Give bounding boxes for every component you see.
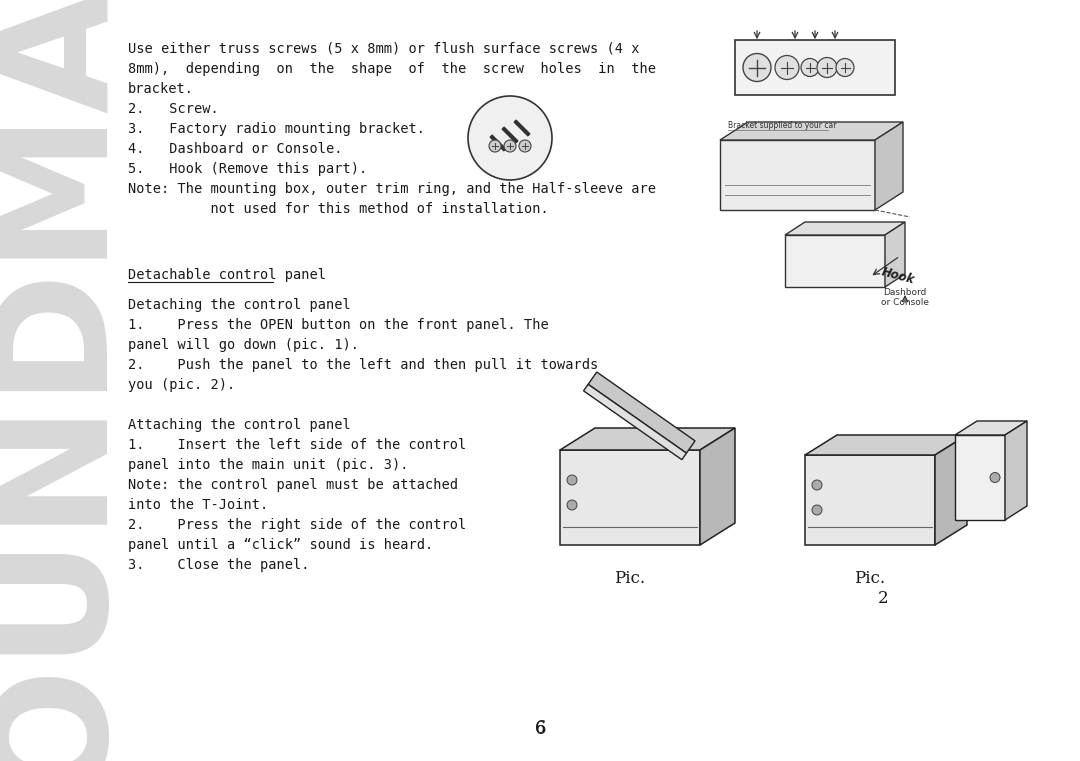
Polygon shape bbox=[720, 140, 875, 210]
Polygon shape bbox=[805, 455, 935, 545]
Polygon shape bbox=[955, 435, 1005, 520]
Text: 2.   Screw.: 2. Screw. bbox=[129, 102, 219, 116]
Circle shape bbox=[504, 140, 516, 152]
Text: Attaching the control panel: Attaching the control panel bbox=[129, 418, 351, 432]
Circle shape bbox=[567, 500, 577, 510]
FancyBboxPatch shape bbox=[735, 40, 895, 95]
Text: 1.    Press the OPEN button on the front panel. The: 1. Press the OPEN button on the front pa… bbox=[129, 318, 549, 332]
Text: panel until a “click” sound is heard.: panel until a “click” sound is heard. bbox=[129, 538, 433, 552]
Text: 6: 6 bbox=[535, 720, 545, 737]
Polygon shape bbox=[885, 222, 905, 287]
Text: Note: The mounting box, outer trim ring, and the Half-sleeve are: Note: The mounting box, outer trim ring,… bbox=[129, 182, 656, 196]
Text: 4.   Dashboard or Console.: 4. Dashboard or Console. bbox=[129, 142, 342, 156]
Text: Use either truss screws (5 x 8mm) or flush surface screws (4 x: Use either truss screws (5 x 8mm) or flu… bbox=[129, 42, 639, 56]
Text: SOUNDMAX: SOUNDMAX bbox=[0, 0, 130, 761]
Text: Detachable control panel: Detachable control panel bbox=[129, 268, 326, 282]
Text: Pic.: Pic. bbox=[615, 570, 646, 587]
Text: panel will go down (pic. 1).: panel will go down (pic. 1). bbox=[129, 338, 359, 352]
Text: bracket.: bracket. bbox=[129, 82, 194, 96]
Polygon shape bbox=[805, 435, 967, 455]
Polygon shape bbox=[589, 372, 696, 453]
Text: you (pic. 2).: you (pic. 2). bbox=[129, 378, 235, 392]
Text: Pic.: Pic. bbox=[854, 570, 886, 587]
Polygon shape bbox=[955, 421, 1027, 435]
Circle shape bbox=[801, 59, 819, 77]
Circle shape bbox=[812, 480, 822, 490]
Text: 8mm),  depending  on  the  shape  of  the  screw  holes  in  the: 8mm), depending on the shape of the scre… bbox=[129, 62, 656, 76]
Text: 3.    Close the panel.: 3. Close the panel. bbox=[129, 558, 310, 572]
Polygon shape bbox=[1005, 421, 1027, 520]
Polygon shape bbox=[785, 235, 885, 287]
Text: 6: 6 bbox=[535, 720, 545, 738]
Text: Detaching the control panel: Detaching the control panel bbox=[129, 298, 351, 312]
Text: into the T-Joint.: into the T-Joint. bbox=[129, 498, 268, 512]
Circle shape bbox=[743, 53, 771, 81]
Polygon shape bbox=[583, 384, 687, 460]
Text: 3.   Factory radio mounting bracket.: 3. Factory radio mounting bracket. bbox=[129, 122, 426, 136]
Text: Note: the control panel must be attached: Note: the control panel must be attached bbox=[129, 478, 458, 492]
Text: 1.    Insert the left side of the control: 1. Insert the left side of the control bbox=[129, 438, 467, 452]
Text: 2.    Push the panel to the left and then pull it towards: 2. Push the panel to the left and then p… bbox=[129, 358, 598, 372]
Text: Dashbord
or Console: Dashbord or Console bbox=[881, 288, 929, 307]
Text: Hook: Hook bbox=[880, 266, 916, 287]
Circle shape bbox=[990, 473, 1000, 482]
Circle shape bbox=[519, 140, 531, 152]
Text: panel into the main unit (pic. 3).: panel into the main unit (pic. 3). bbox=[129, 458, 408, 472]
Polygon shape bbox=[875, 122, 903, 210]
Polygon shape bbox=[785, 222, 905, 235]
Text: 2: 2 bbox=[878, 590, 889, 607]
Polygon shape bbox=[700, 428, 735, 545]
Text: Bracket supplied to your car: Bracket supplied to your car bbox=[728, 121, 837, 130]
Polygon shape bbox=[935, 435, 967, 545]
Text: not used for this method of installation.: not used for this method of installation… bbox=[129, 202, 549, 216]
Circle shape bbox=[775, 56, 799, 79]
Circle shape bbox=[468, 96, 552, 180]
Circle shape bbox=[812, 505, 822, 515]
Circle shape bbox=[567, 475, 577, 485]
Text: 5.   Hook (Remove this part).: 5. Hook (Remove this part). bbox=[129, 162, 367, 176]
Polygon shape bbox=[561, 450, 700, 545]
Text: 2.    Press the right side of the control: 2. Press the right side of the control bbox=[129, 518, 467, 532]
Polygon shape bbox=[720, 122, 903, 140]
Circle shape bbox=[836, 59, 854, 77]
Polygon shape bbox=[561, 428, 735, 450]
Circle shape bbox=[489, 140, 501, 152]
Circle shape bbox=[816, 58, 837, 78]
